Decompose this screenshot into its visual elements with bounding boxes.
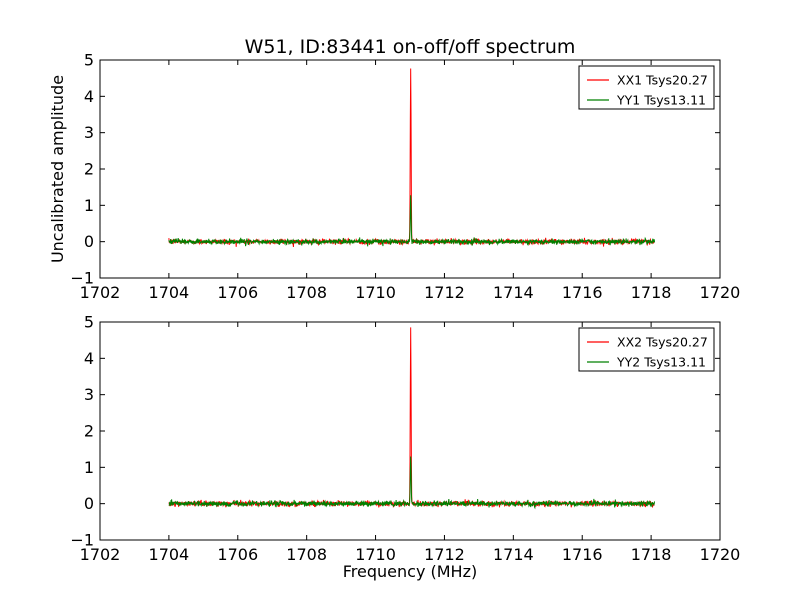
x-tick-label: 1710 [355, 283, 396, 302]
x-tick-label: 1708 [286, 545, 327, 564]
x-tick-label: 1720 [700, 283, 741, 302]
y-tick-label: 2 [84, 422, 94, 441]
y-tick-label: 4 [84, 87, 94, 106]
x-tick-label: 1716 [562, 545, 603, 564]
bottom-spectrum-panel: Frequency (MHz) 1702 1704 1706 1708 1710 1712… [70, 313, 740, 582]
y-tick-label: 3 [84, 385, 94, 404]
x-axis-label: Frequency (MHz) [343, 562, 477, 581]
x-tick-label: 1716 [562, 283, 603, 302]
x-tick-label: 1704 [149, 283, 190, 302]
x-tick-label: 1712 [424, 283, 465, 302]
x-tick-label: 1708 [286, 283, 327, 302]
legend-entry: YY2 Tsys13.11 [616, 355, 706, 370]
series-line-yy [168, 456, 656, 510]
legend: XX2 Tsys20.27 YY2 Tsys13.11 [578, 327, 715, 372]
y-tick-label: −1 [70, 269, 94, 288]
x-tick-label: 1714 [493, 545, 534, 564]
y-tick-label: 4 [84, 349, 94, 368]
y-tick-label: 0 [84, 494, 94, 513]
x-tick-label: 1718 [631, 545, 672, 564]
x-tick-label: 1710 [355, 545, 396, 564]
legend-entry: YY1 Tsys13.11 [616, 93, 706, 108]
bottom-plot-area: 1702 1704 1706 1708 1710 1712 1714 1716 1718 1720… [70, 313, 740, 565]
x-tick-label: 1718 [631, 283, 672, 302]
y-tick-label: 5 [84, 51, 94, 70]
legend: XX1 Tsys20.27 YY1 Tsys13.11 [578, 65, 715, 110]
x-tick-label: 1704 [149, 545, 190, 564]
x-tick-label: 1702 [80, 545, 121, 564]
legend-entry: XX2 Tsys20.27 [617, 335, 708, 350]
series-line-yy [168, 195, 656, 247]
x-tick-label: 1706 [217, 283, 258, 302]
y-tick-label: 2 [84, 160, 94, 179]
y-tick-label: 1 [84, 458, 94, 477]
y-tick-label: 3 [84, 123, 94, 142]
top-plot-area: 1702 1704 1706 1708 1710 1712 1714 1716 1718 1720… [70, 51, 740, 303]
x-tick-label: 1714 [493, 283, 534, 302]
legend-box [578, 327, 715, 372]
x-tick-label: 1706 [217, 545, 258, 564]
y-tick-label: 0 [84, 232, 94, 251]
x-tick-label: 1720 [700, 545, 741, 564]
legend-entry: XX1 Tsys20.27 [617, 73, 708, 88]
legend-box [578, 65, 715, 110]
top-spectrum-panel: W51, ID:83441 on-off/off spectrum Uncali… [48, 36, 740, 302]
y-tick-label: 5 [84, 313, 94, 332]
y-tick-label: 1 [84, 196, 94, 215]
y-tick-label: −1 [70, 531, 94, 550]
x-tick-label: 1702 [80, 283, 121, 302]
chart-title: W51, ID:83441 on-off/off spectrum [245, 36, 576, 58]
y-axis-label: Uncalibrated amplitude [48, 75, 67, 263]
x-tick-label: 1712 [424, 545, 465, 564]
